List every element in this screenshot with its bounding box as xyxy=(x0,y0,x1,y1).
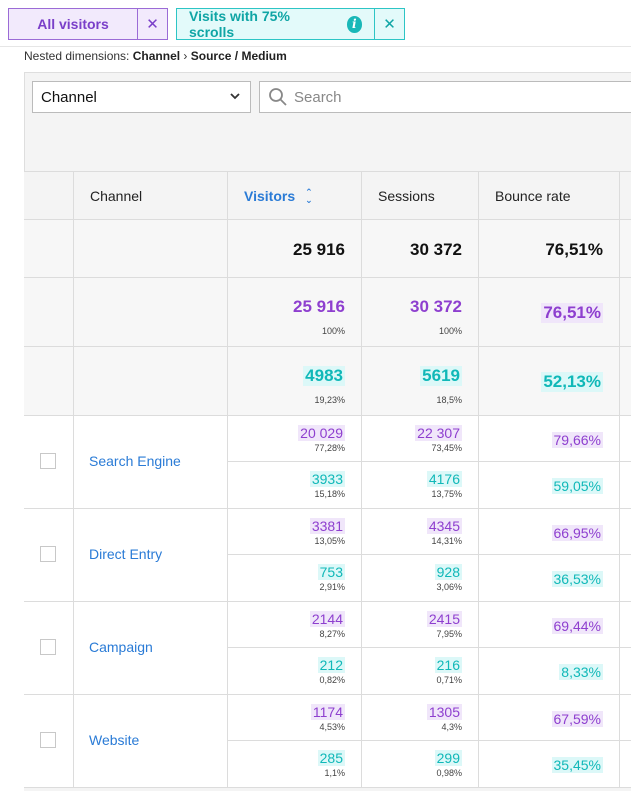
segment-2-sessions: 5619 xyxy=(420,366,462,386)
segment-2-totals-row: 4983 19,23% 5619 18,5% 52,13% xyxy=(24,347,631,416)
segment-2-bounce-rate: 52,13% xyxy=(541,372,603,392)
segment-2-subrow: 3933 15,18% 4176 13,75% 59,05% xyxy=(228,462,631,508)
table-header: Channel Visitors ⌃ ⌄ Sessions Bounce rate xyxy=(24,171,631,220)
divider xyxy=(0,46,631,47)
column-header-sessions[interactable]: Sessions xyxy=(362,172,479,219)
row-checkbox[interactable] xyxy=(40,546,56,562)
segment-2-visitors: 4983 xyxy=(303,366,345,386)
segment-1-subrow: 1174 4,53% 1305 4,3% 67,59% xyxy=(228,695,631,741)
nested-dimension-channel[interactable]: Channel xyxy=(132,49,181,63)
totals-row: 25 916 30 372 76,51% xyxy=(24,220,631,278)
segment-chip-label[interactable]: All visitors xyxy=(37,16,109,32)
segment-1-visitors-pct: 100% xyxy=(321,326,345,336)
table-row: Direct Entry 3381 13,05% 4345 14,31% 66,95… xyxy=(24,509,631,602)
total-visitors: 25 916 xyxy=(293,240,345,259)
header-select-cell xyxy=(24,172,74,219)
segment-2-sessions-pct: 18,5% xyxy=(436,395,462,405)
table-row: Search Engine 20 029 77,28% 22 307 73,45% … xyxy=(24,416,631,509)
segment-chip-label[interactable]: Visits with 75% scrolls i xyxy=(177,8,374,40)
row-checkbox[interactable] xyxy=(40,639,56,655)
segment-2-subrow: 753 2,91% 928 3,06% 36,53% xyxy=(228,555,631,601)
search-box[interactable]: Search xyxy=(259,81,631,113)
row-checkbox[interactable] xyxy=(40,732,56,748)
table-row: Website 1174 4,53% 1305 4,3% 67,59% 285 1,1… xyxy=(24,695,631,788)
column-header-bounce-rate[interactable]: Bounce rate xyxy=(479,172,620,219)
segment-chip-75-scrolls[interactable]: Visits with 75% scrolls i ✕ xyxy=(176,8,405,40)
report-table: Channel Visitors ⌃ ⌄ Sessions Bounce rate… xyxy=(24,171,631,791)
search-icon xyxy=(269,88,287,106)
nested-dimension-source-medium[interactable]: Source / Medium xyxy=(190,49,287,63)
segment-2-subrow: 212 0,82% 216 0,71% 8,33% xyxy=(228,648,631,694)
segment-1-visitors: 25 916 xyxy=(293,297,345,316)
total-bounce-rate: 76,51% xyxy=(545,240,603,259)
dimension-select-value: Channel xyxy=(41,88,97,106)
segment-1-subrow: 3381 13,05% 4345 14,31% 66,95% xyxy=(228,509,631,555)
table-row: Campaign 2144 8,27% 2415 7,95% 69,44% 212 0… xyxy=(24,602,631,695)
total-sessions: 30 372 xyxy=(410,240,462,259)
segment-2-visitors-pct: 19,23% xyxy=(314,395,345,405)
row-checkbox[interactable] xyxy=(40,453,56,469)
channel-link-website[interactable]: Website xyxy=(89,732,140,748)
column-header-channel[interactable]: Channel xyxy=(74,172,228,219)
segment-1-totals-row: 25 916 100% 30 372 100% 76,51% xyxy=(24,278,631,347)
segment-1-subrow: 2144 8,27% 2415 7,95% 69,44% xyxy=(228,602,631,648)
channel-link-campaign[interactable]: Campaign xyxy=(89,639,153,655)
close-icon[interactable]: ✕ xyxy=(374,9,404,39)
nested-dimensions: Nested dimensions: Channel › Source / Me… xyxy=(24,49,287,63)
chevron-down-icon xyxy=(230,91,240,103)
close-icon[interactable]: ✕ xyxy=(137,9,167,39)
segment-1-sessions: 30 372 xyxy=(410,297,462,316)
segment-1-bounce-rate: 76,51% xyxy=(541,303,603,323)
search-input[interactable]: Search xyxy=(294,88,342,106)
segment-2-subrow: 285 1,1% 299 0,98% 35,45% xyxy=(228,741,631,787)
info-icon[interactable]: i xyxy=(346,15,362,33)
dimension-select[interactable]: Channel xyxy=(32,81,251,113)
segment-1-subrow: 20 029 77,28% 22 307 73,45% 79,66% xyxy=(228,416,631,462)
segment-chip-all-visitors[interactable]: All visitors ✕ xyxy=(8,8,168,40)
channel-link-direct-entry[interactable]: Direct Entry xyxy=(89,546,163,562)
column-header-visitors[interactable]: Visitors ⌃ ⌄ xyxy=(228,172,362,219)
channel-link-search-engine[interactable]: Search Engine xyxy=(89,453,181,469)
segment-1-sessions-pct: 100% xyxy=(438,326,462,336)
sort-icon[interactable]: ⌃ ⌄ xyxy=(305,186,313,205)
